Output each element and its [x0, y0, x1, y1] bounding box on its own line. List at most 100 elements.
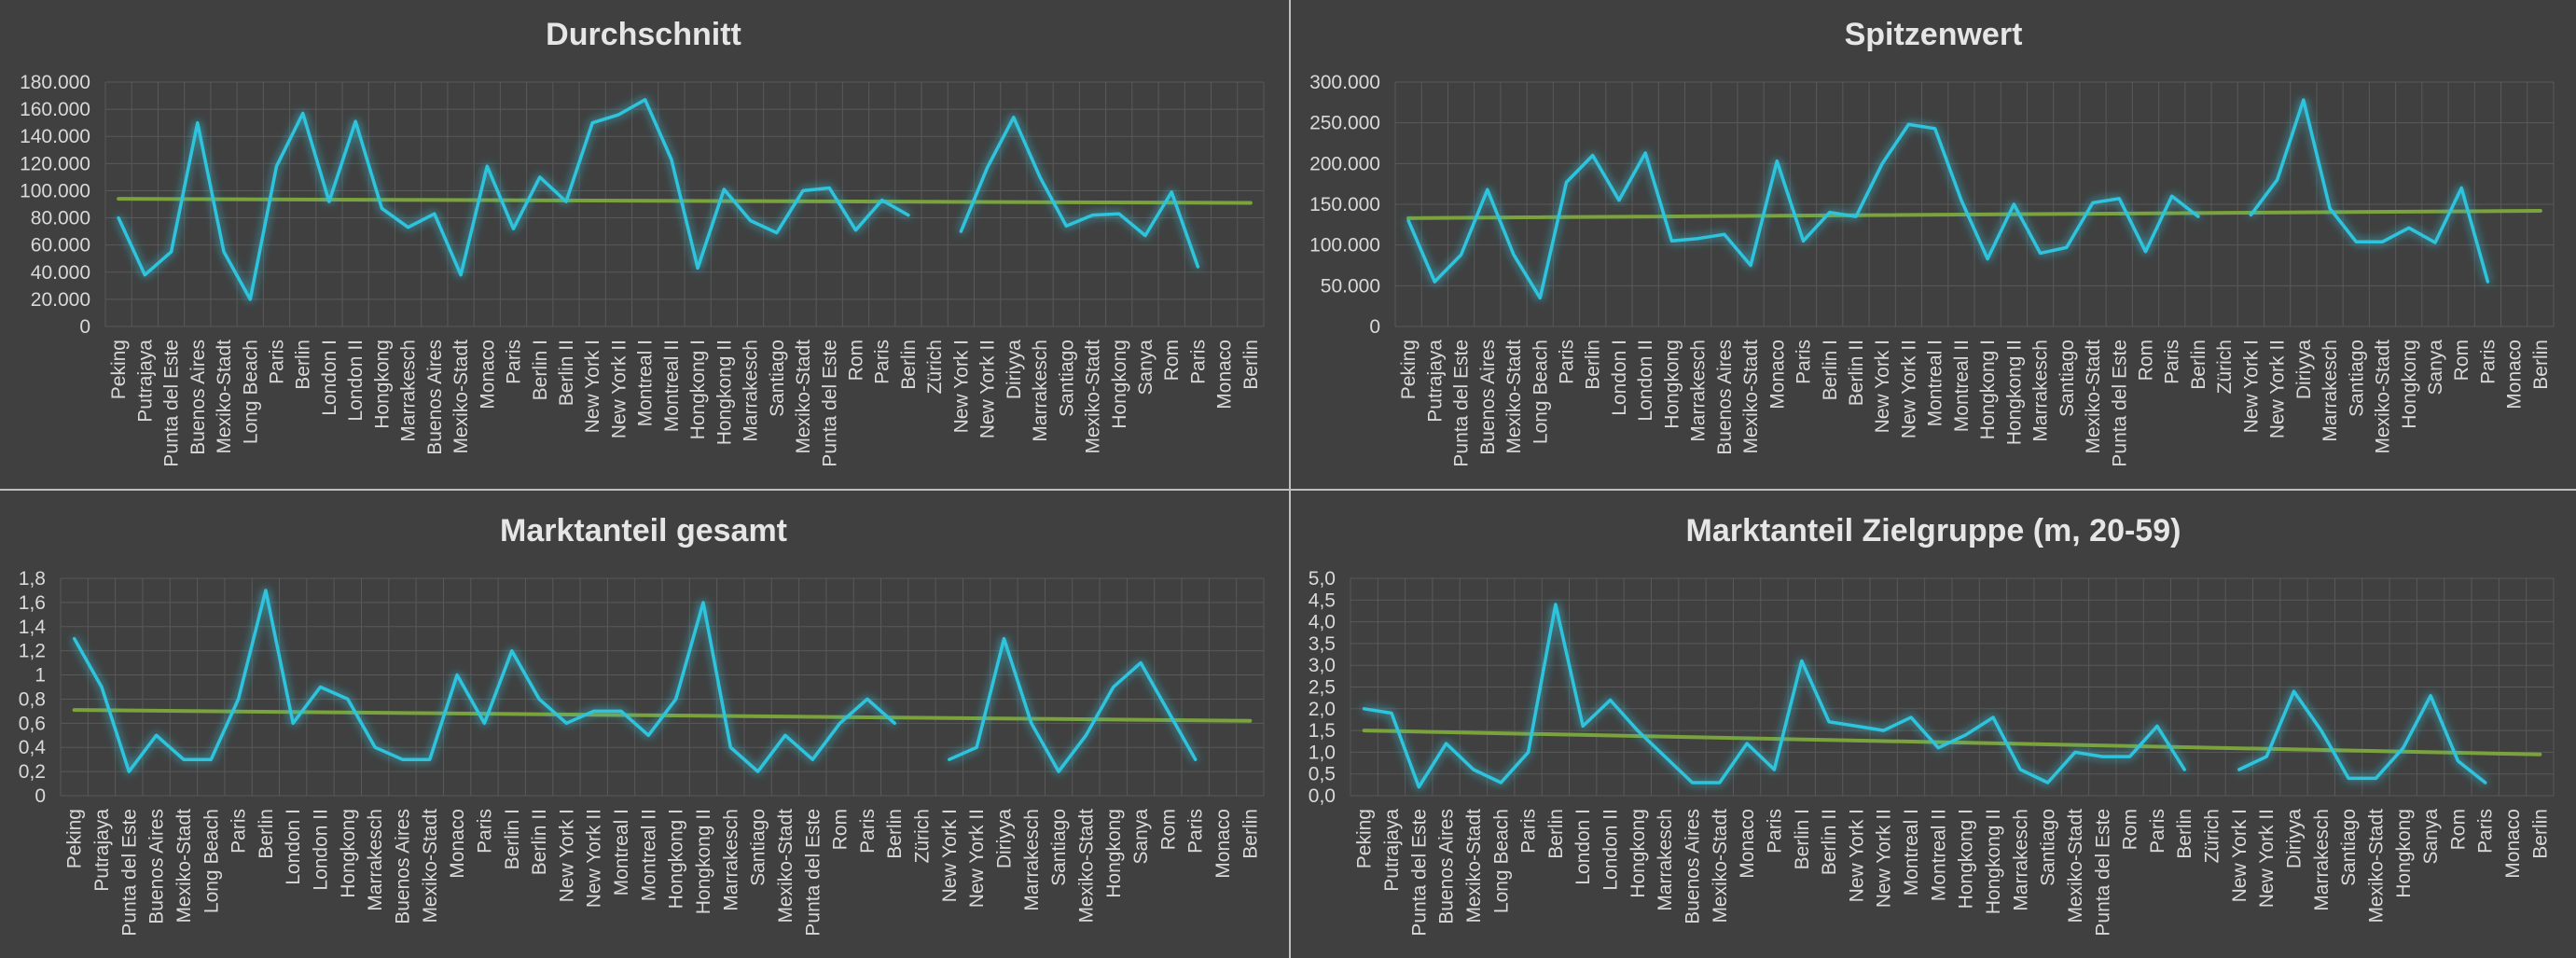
x-tick-label: Mexiko-Stadt — [2083, 340, 2104, 454]
x-tick-label: Marrakesch — [741, 340, 762, 442]
x-tick-label: Punta del Este — [819, 340, 840, 467]
x-tick-label: Berlin — [2530, 340, 2552, 390]
chart-spitzenwert: Spitzenwert 0 50.000 100.000 150.000 200.000… — [1309, 17, 2555, 467]
x-tick-label: Montreal I — [635, 340, 657, 426]
x-tick-label: Mexiko-Stadt — [1710, 809, 1731, 923]
y-tick-label: 20.000 — [31, 289, 90, 311]
series-line — [117, 98, 910, 301]
chart-title: Durchschnitt — [546, 17, 741, 52]
x-tick-label: Hongkong I — [1956, 809, 1977, 909]
chart-title: Marktanteil gesamt — [500, 513, 787, 548]
chart-marktanteil-gesamt: Marktanteil gesamt 00,2 0,4 0,6 0,81 1,2 1,4 1… — [19, 513, 1265, 937]
x-tick-label: Montreal II — [638, 809, 659, 901]
x-tick-label: New York II — [977, 340, 999, 438]
x-tick-label: Montreal II — [661, 340, 683, 432]
x-tick-label: Mexiko-Stadt — [775, 809, 796, 923]
x-tick-label: Hongkong II — [1983, 809, 2004, 914]
x-tick-label: Rom — [1161, 340, 1183, 381]
x-tick-label: New York II — [2267, 340, 2289, 438]
x-tick-label: Buenos Aires — [1714, 340, 1736, 455]
x-tick-label: New York II — [608, 340, 630, 438]
x-tick-label: New York II — [966, 809, 988, 908]
x-tick-label: Buenos Aires — [187, 340, 209, 455]
x-tick-label: London I — [1609, 340, 1630, 416]
x-tick-label: Rom — [2447, 809, 2469, 850]
x-tick-label: Berlin I — [502, 809, 523, 869]
y-tick-label: 80.000 — [31, 208, 90, 229]
x-tick-label: Paris — [1794, 340, 1815, 384]
y-tick-label: 1,2 — [19, 641, 46, 662]
x-tick-label: Berlin — [1583, 340, 1604, 390]
x-tick-label: Buenos Aires — [1436, 809, 1458, 924]
y-tick-label: 3,5 — [1309, 633, 1336, 655]
x-tick-label: Mexiko-Stadt — [1740, 340, 1762, 454]
x-tick-label: Berlin — [884, 809, 906, 859]
x-tick-label: Long Beach — [1490, 809, 1512, 913]
y-tick-label: 1,8 — [19, 568, 46, 590]
y-tick-label: 0 — [79, 316, 90, 338]
x-tick-label: Sanya — [2420, 809, 2442, 865]
x-tick-label: Putrajaya — [1424, 340, 1446, 423]
x-tick-label: Peking — [108, 340, 130, 399]
x-tick-label: Marrakesch — [2311, 809, 2333, 911]
y-tick-label: 140.000 — [20, 126, 90, 147]
x-tick-label: Monaco — [1766, 340, 1788, 410]
x-tick-label: Monaco — [1212, 809, 1234, 879]
x-tick-label: Berlin I — [530, 340, 551, 400]
y-tick-label: 0,0 — [1309, 785, 1336, 807]
x-tick-label: Long Beach — [1530, 340, 1551, 444]
x-tick-label: Buenos Aires — [146, 809, 168, 924]
y-tick-label: 50.000 — [1321, 275, 1380, 297]
x-tick-label: Rom — [830, 809, 852, 850]
x-tick-label: New York I — [582, 340, 603, 433]
series-line — [72, 589, 896, 773]
x-tick-label: Punta del Este — [2092, 809, 2113, 937]
x-tick-label: Berlin — [898, 340, 920, 390]
x-tick-label: Zürich — [2202, 809, 2223, 863]
x-tick-label: Marrakesch — [1688, 340, 1710, 442]
x-tick-label: Santiago — [748, 809, 769, 886]
x-tick-label: Paris — [872, 340, 893, 384]
x-tick-label: Monaco — [2502, 809, 2524, 879]
x-tick-label: New York I — [950, 340, 972, 433]
x-tick-label: Hongkong — [1103, 809, 1125, 898]
x-tick-label: Marrakesch — [720, 809, 741, 911]
x-tick-label: Hongkong II — [713, 340, 735, 445]
x-tick-label: Peking — [1354, 809, 1376, 868]
x-tick-label: Punta del Este — [118, 809, 140, 937]
y-tick-label: 300.000 — [1309, 72, 1380, 93]
x-tick-label: Hongkong — [1661, 340, 1683, 429]
y-tick-label: 0,4 — [19, 737, 47, 758]
x-tick-label: London II — [345, 340, 367, 422]
x-tick-label: Mexiko-Stadt — [420, 809, 441, 923]
x-tick-label: Berlin I — [1792, 809, 1813, 869]
x-tick-label: New York II — [584, 809, 605, 908]
x-tick-label: Hongkong I — [1977, 340, 1999, 439]
x-tick-label: Sanya — [1130, 809, 1152, 865]
y-tick-label: 1 — [35, 665, 46, 687]
chart-marktanteil-zielgruppe: Marktanteil Zielgruppe (m, 20-59) 0,00,5… — [1309, 513, 2555, 937]
x-tick-label: London II — [1635, 340, 1656, 422]
x-tick-label: New York I — [1846, 809, 1867, 902]
y-tick-label: 0,2 — [19, 761, 46, 783]
series-line — [1362, 603, 2186, 789]
x-tick-label: Berlin II — [556, 340, 577, 406]
x-tick-label: Mexiko-Stadt — [2365, 809, 2387, 923]
x-tick-label: London II — [311, 809, 332, 891]
x-tick-label: Mexiko-Stadt — [214, 340, 235, 454]
x-tick-label: Paris — [1185, 809, 1207, 854]
x-tick-label: Diriyya — [2283, 809, 2305, 868]
series-line — [959, 116, 1200, 269]
x-tick-label: Mexiko-Stadt — [1463, 809, 1485, 923]
x-tick-label: Hongkong — [1109, 340, 1130, 429]
x-tick-label: Marrakesch — [2320, 340, 2341, 442]
x-tick-label: Hongkong — [338, 809, 359, 898]
x-tick-label: Zürich — [912, 809, 934, 863]
x-tick-label: Hongkong — [371, 340, 393, 429]
y-tick-label: 1,5 — [1309, 720, 1336, 742]
x-tick-label: Hongkong — [1627, 809, 1649, 898]
x-tick-label: Mexiko-Stadt — [2373, 340, 2394, 454]
x-tick-label: Montreal I — [1901, 809, 1922, 896]
x-tick-label: Mexiko-Stadt — [1083, 340, 1104, 454]
